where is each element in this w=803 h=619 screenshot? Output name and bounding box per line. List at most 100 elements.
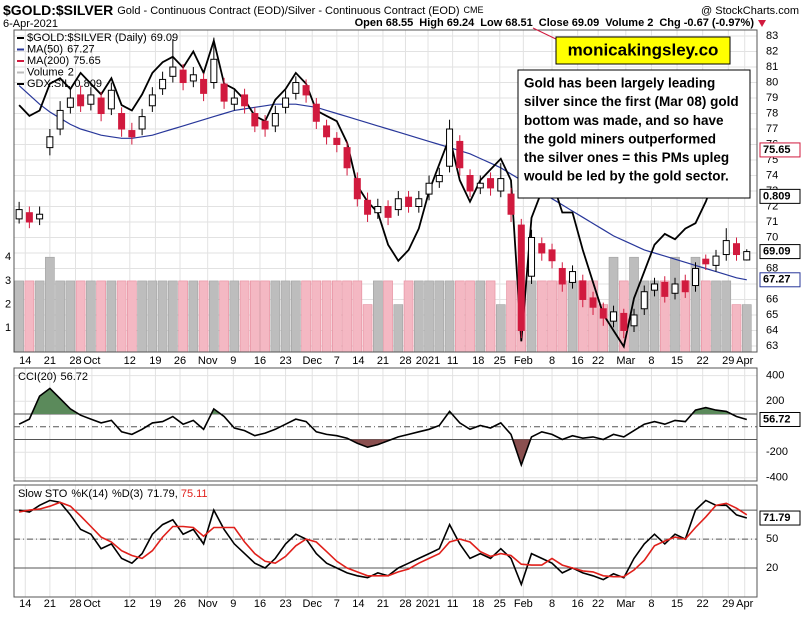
x-tick-label: 28 [69,355,81,367]
x-tick-label: 14 [19,355,31,367]
volume-bar [168,280,178,353]
cci-panel-frame [13,367,758,482]
volume-bar [547,280,557,353]
x-tick-label: 9 [230,355,236,367]
volume-bar [260,280,270,353]
candle-body [630,314,638,327]
candle-body [620,312,628,331]
x-tick-label: 11 [447,355,458,367]
x-tick-label: 22 [697,355,709,367]
volume-bar [465,280,475,353]
candles [15,37,751,339]
legend-entry: MA(50) 67.27 [27,43,95,55]
x-tick-label: Apr [736,355,753,367]
candle-body [712,255,720,266]
field-value: -0.67 [684,17,709,29]
legend-name: MA(50) [27,43,63,55]
field-name: Close [539,17,569,29]
candle-body [15,209,23,220]
x-tick-label: 12 [124,355,136,367]
x-tick-label: Nov [198,355,218,367]
candle-body [435,175,443,183]
gdx-marker: 0.809 [763,190,791,202]
volume-bar [332,280,342,353]
y-tick-label: 65 [766,309,778,321]
y-tick-label: 20 [766,562,778,574]
candle-body [671,283,679,294]
x-tick-label: Oct [83,598,100,610]
subtitle: Gold - Continuous Contract (EOD)/Silver … [117,5,459,17]
close-marker: 69.09 [763,245,791,257]
volume-bar [311,280,322,353]
close-marker-box [759,244,801,260]
volume-bar [526,280,537,353]
volume-bar [55,280,65,353]
candle-body [169,66,177,77]
volume-bar [301,280,311,353]
volume-bar [383,280,393,353]
series-line [18,501,748,578]
candle-body [159,78,167,90]
candle-body [517,224,525,331]
volume-bar [536,280,547,353]
legend-name: Volume [27,66,64,78]
candle-body [497,178,505,192]
value-marker: 56.72 [763,413,791,425]
texts: 14 21 28 Oct 12 19 26 Nov 9 16 23 Dec 7 14 21 28 2021 11 1… [3,2,801,610]
y-tick-label: 50 [766,533,778,545]
field-value: 68.55 [386,17,414,29]
candle-body [77,94,85,107]
volume-bar [116,280,127,353]
candle-body [25,212,33,223]
x-tick-label: 16 [254,355,266,367]
candle-body [476,182,484,189]
x-tick-label: 16 [254,598,266,610]
x-tick-label: 25 [494,355,506,367]
candle-body [343,147,351,169]
candle-body [97,97,105,115]
field-name: Open [355,17,383,29]
candle-body [681,280,689,293]
x-tick-label: 21 [377,355,389,367]
legend-value: 67.27 [67,43,95,55]
x-tick-label: Feb [514,598,533,610]
gdx-marker-box [759,188,801,204]
field-name: Volume [605,17,644,29]
x-tick-label: 28 [399,355,411,367]
candle-body [743,251,751,261]
candle-body [118,113,126,130]
x-tick-label: 8 [648,355,654,367]
volume-bar [444,280,455,353]
annotation-box [517,69,751,199]
x-tick-label: 7 [334,355,340,367]
volume-bar [65,280,76,353]
volume-bar [342,280,352,353]
change-arrow [758,20,766,27]
volume-bar [219,280,229,353]
field-name: Chg [659,17,680,29]
candle-body [333,137,341,146]
x-tick-label: 8 [648,598,654,610]
volume-bar [188,280,199,353]
x-tick-label: 8 [549,355,555,367]
candle-body [579,280,587,300]
x-tick-label: 18 [472,598,484,610]
candle-body [415,198,423,207]
x-tick-label: Apr [736,598,753,610]
x-tick-label: Mar [616,355,635,367]
x-tick-label: 28 [399,598,411,610]
x-tick-label: 29 [722,598,734,610]
candle-body [179,69,187,84]
brand: monicakingsley.co [568,40,719,59]
candle-body [46,136,54,149]
y-tick-label: 64 [766,324,778,336]
candle-body [425,182,433,195]
x-tick-label: 21 [44,355,56,367]
ma200-marker-box [759,142,801,158]
x-tick-label: 19 [149,355,161,367]
y-tick-label: 70 [766,231,778,243]
volume-bar [711,280,721,353]
x-tick-label: 9 [230,598,236,610]
date: 6-Apr-2021 [3,18,58,30]
